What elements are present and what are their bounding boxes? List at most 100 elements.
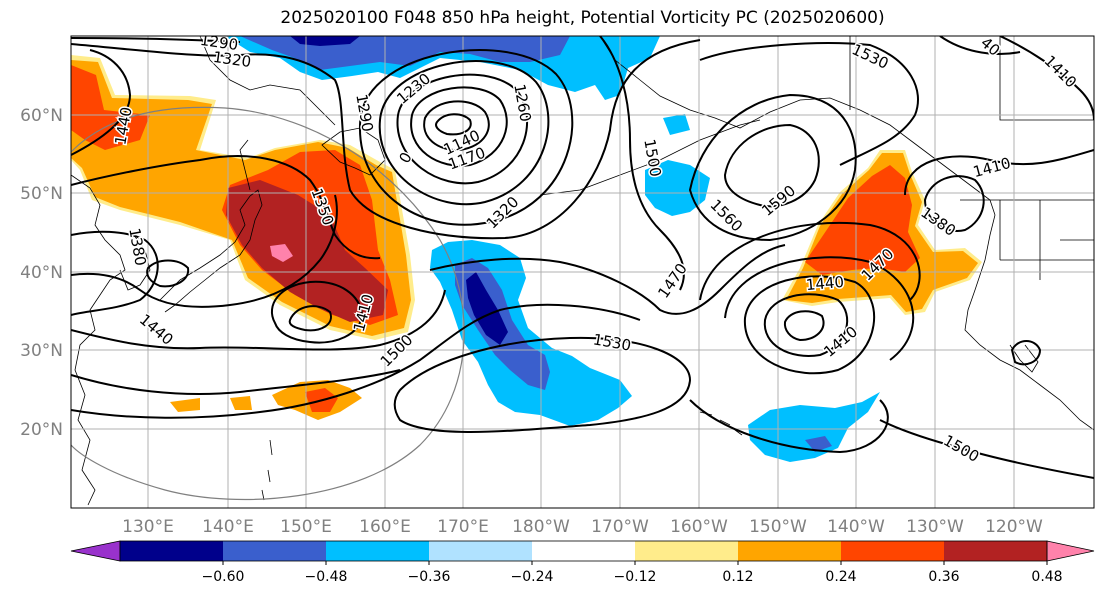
coast-baja bbox=[1009, 344, 1039, 373]
states-lines bbox=[999, 200, 1094, 280]
contour-1470-mid bbox=[71, 369, 401, 395]
lon-label: 150°E bbox=[280, 517, 332, 537]
contour-1530-high bbox=[699, 42, 919, 166]
colorbar-tick-label: 0.36 bbox=[928, 569, 959, 585]
contour-1410-east bbox=[904, 149, 1094, 196]
lon-label: 170°W bbox=[591, 517, 649, 537]
colorbar-frame bbox=[119, 540, 1048, 562]
contour-1410-ne bbox=[999, 36, 1094, 121]
contour-low-ring-1 bbox=[423, 100, 490, 152]
contour-low-ring-4 bbox=[378, 60, 550, 206]
colorbar-extend-low bbox=[70, 540, 121, 562]
contour-1380-west bbox=[71, 230, 159, 316]
colorbar-tick-label: −0.60 bbox=[202, 569, 245, 585]
colorbar-segment bbox=[738, 541, 842, 561]
coast-na-west bbox=[964, 214, 1094, 431]
contour-1500-se bbox=[879, 419, 1094, 479]
coast-aleutians bbox=[539, 119, 761, 196]
pv-shade-lightblue-alaska bbox=[645, 114, 710, 216]
contour-east-low-2 bbox=[763, 293, 849, 357]
lon-label: 120°W bbox=[985, 517, 1043, 537]
colorbar-segment bbox=[223, 541, 327, 561]
contour-small-low bbox=[146, 259, 190, 288]
contour-1470-east bbox=[699, 221, 921, 301]
contour-1590-high bbox=[723, 123, 820, 208]
lat-label: 30°N bbox=[20, 341, 63, 361]
colorbar-segment bbox=[532, 541, 636, 561]
height-contours bbox=[71, 36, 1094, 479]
marianas bbox=[261, 439, 273, 501]
colorbar-tick-label: 0.24 bbox=[825, 569, 856, 585]
contour-low-ring-5 bbox=[358, 49, 574, 226]
contour-1440-west bbox=[71, 49, 132, 156]
colorbar-tick-label: −0.48 bbox=[305, 569, 348, 585]
colorbar-tick-label: −0.12 bbox=[614, 569, 657, 585]
lon-label: 140°W bbox=[827, 517, 885, 537]
contour-low-ring-2 bbox=[410, 86, 508, 167]
contour-1350 bbox=[71, 155, 381, 260]
contour-low-ring-3 bbox=[396, 73, 528, 185]
contour-1380-east bbox=[923, 175, 985, 232]
contour-low-center bbox=[435, 113, 472, 136]
lon-label: 130°E bbox=[122, 517, 174, 537]
colorbar-tick-label: −0.36 bbox=[408, 569, 451, 585]
colorbar-segment bbox=[635, 541, 739, 561]
pv-negative-shading bbox=[225, 36, 880, 462]
colorbar-segment bbox=[326, 541, 430, 561]
colorbar-tick-label: 0.12 bbox=[722, 569, 753, 585]
contour-east-small bbox=[1010, 340, 1042, 366]
lon-label: 140°E bbox=[202, 517, 254, 537]
contour-1440-mid bbox=[71, 289, 446, 351]
colorbar-tick-label: −0.24 bbox=[511, 569, 554, 585]
lon-label: 160°W bbox=[670, 517, 728, 537]
contour-label: 1440 bbox=[805, 273, 845, 294]
contour-1410-mid bbox=[270, 280, 364, 344]
gray-range-circle bbox=[71, 106, 465, 501]
lon-label: 130°W bbox=[906, 517, 964, 537]
contour-1500-alaska bbox=[599, 36, 685, 291]
lon-label: 160°E bbox=[359, 517, 411, 537]
longitude-labels: 130°E 140°E 150°E 160°E 170°E 180°W 170°… bbox=[122, 517, 1043, 537]
lat-label: 40°N bbox=[20, 263, 63, 283]
colorbar-tick-label: 0.48 bbox=[1031, 569, 1062, 585]
pv-shade-darkred-west bbox=[226, 180, 388, 322]
canada-border bbox=[849, 36, 1094, 201]
contour-1410-west bbox=[71, 194, 338, 308]
coast-sakhalin bbox=[239, 139, 251, 191]
lon-label: 170°E bbox=[437, 517, 489, 537]
colorbar-segment bbox=[429, 541, 533, 561]
contour-label: 1410 bbox=[971, 154, 1013, 181]
contour-1560-high bbox=[688, 93, 857, 242]
colorbar-segment bbox=[841, 541, 945, 561]
contour-1470-central bbox=[429, 244, 786, 315]
contour-small-low-2 bbox=[288, 305, 332, 332]
lon-label: 180°W bbox=[512, 517, 570, 537]
pv-shade-blue-hawaii bbox=[805, 436, 832, 452]
lon-label: 150°W bbox=[749, 517, 807, 537]
coast-okhotsk bbox=[199, 36, 336, 126]
map-frame bbox=[70, 35, 1095, 509]
pv-shade-navy-central bbox=[466, 272, 508, 345]
contour-ne-2 bbox=[939, 36, 1021, 55]
colorbar-extend-high bbox=[1046, 540, 1095, 562]
pv-shade-navy-north bbox=[290, 36, 360, 46]
lat-label: 20°N bbox=[20, 420, 63, 440]
contour-1500-mid bbox=[71, 303, 641, 419]
colorbar-segment bbox=[120, 541, 224, 561]
contour-east-low-3 bbox=[743, 275, 876, 375]
coast-japan bbox=[159, 189, 263, 313]
coast-asia bbox=[71, 174, 126, 506]
contour-1530 bbox=[393, 336, 692, 433]
colorbar: −0.60 −0.48 −0.36 −0.24 −0.12 0.12 0.24 0.36 0.4… bbox=[70, 540, 1095, 585]
chart-title: 2025020100 F048 850 hPa height, Potentia… bbox=[280, 8, 885, 28]
pv-shade-pink-core bbox=[270, 244, 293, 262]
colorbar-segment bbox=[944, 541, 1048, 561]
latitude-labels: 60°N 50°N 40°N 30°N 20°N bbox=[20, 106, 63, 440]
lat-label: 60°N bbox=[20, 106, 63, 126]
contour-1320-north bbox=[71, 39, 701, 240]
contour-1440-east bbox=[724, 256, 915, 361]
contour-bottom-curve bbox=[689, 399, 889, 454]
contour-1290-north bbox=[71, 37, 241, 43]
contour-east-low-1 bbox=[783, 310, 825, 342]
